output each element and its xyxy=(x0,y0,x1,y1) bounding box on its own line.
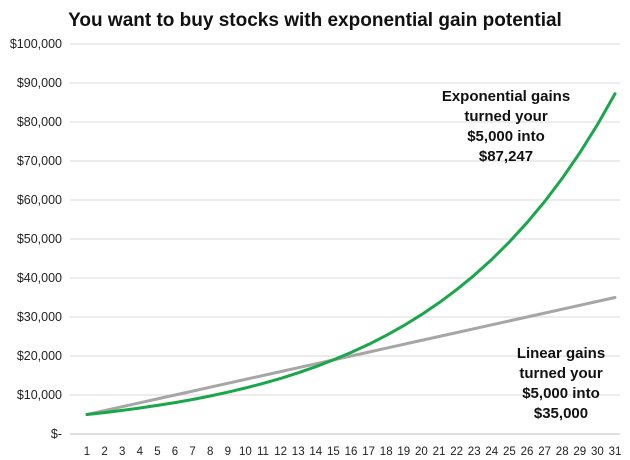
x-tick-label: 24 xyxy=(485,446,498,458)
annotation-line: Linear gains xyxy=(517,345,605,362)
annotation-line: $35,000 xyxy=(534,405,588,422)
x-tick-label: 17 xyxy=(362,446,375,458)
x-tick-label: 19 xyxy=(397,446,410,458)
x-tick-label: 3 xyxy=(119,446,125,458)
x-tick-label: 13 xyxy=(292,446,305,458)
y-axis-tick-labels: $- $10,000 $20,000 $30,000 $40,000 $50,000 $60… xyxy=(10,37,62,441)
x-tick-label: 31 xyxy=(609,446,622,458)
x-tick-label: 22 xyxy=(450,446,463,458)
x-tick-label: 25 xyxy=(503,446,516,458)
y-tick-label: $30,000 xyxy=(17,310,62,324)
x-tick-label: 7 xyxy=(189,446,195,458)
x-tick-label: 21 xyxy=(433,446,446,458)
y-tick-label: $10,000 xyxy=(17,388,62,402)
annotation-line: $5,000 into xyxy=(522,385,600,402)
y-tick-label: $20,000 xyxy=(17,349,62,363)
x-tick-label: 18 xyxy=(380,446,393,458)
y-tick-label: $60,000 xyxy=(17,193,62,207)
y-tick-label: $90,000 xyxy=(17,76,62,90)
x-tick-label: 27 xyxy=(538,446,551,458)
x-tick-label: 5 xyxy=(154,446,160,458)
y-tick-label: $50,000 xyxy=(17,232,62,246)
x-tick-label: 23 xyxy=(468,446,481,458)
y-tick-label: $80,000 xyxy=(17,115,62,129)
x-tick-label: 15 xyxy=(327,446,340,458)
x-tick-label: 28 xyxy=(556,446,569,458)
annotation-line: $5,000 into xyxy=(467,128,545,145)
annotation-line: turned your xyxy=(519,365,602,382)
annotations: Exponential gains turned your $5,000 into $… xyxy=(442,88,605,422)
x-tick-label: 2 xyxy=(101,446,107,458)
y-tick-label: $- xyxy=(51,427,62,441)
x-tick-label: 14 xyxy=(309,446,322,458)
y-tick-label: $40,000 xyxy=(17,271,62,285)
x-tick-label: 1 xyxy=(84,446,90,458)
x-tick-label: 29 xyxy=(573,446,586,458)
x-tick-label: 16 xyxy=(345,446,358,458)
y-tick-label: $70,000 xyxy=(17,154,62,168)
x-tick-label: 10 xyxy=(239,446,252,458)
series-lines xyxy=(85,92,617,416)
x-tick-label: 6 xyxy=(172,446,178,458)
annotation-line: $87,247 xyxy=(479,148,533,165)
x-tick-label: 20 xyxy=(415,446,428,458)
series-line-0 xyxy=(85,92,617,416)
x-axis-tick-labels: 1 2 3 4 5 6 7 8 9 10 11 12 13 14 15 16 17 18 19 20 21 22 23 24 2… xyxy=(84,446,622,458)
x-tick-label: 4 xyxy=(137,446,144,458)
chart-title: You want to buy stocks with exponential … xyxy=(68,10,562,31)
annotation-line: turned your xyxy=(464,108,547,125)
x-tick-label: 12 xyxy=(274,446,287,458)
series-line-1 xyxy=(85,296,617,416)
x-tick-label: 26 xyxy=(521,446,534,458)
annotation-line: Exponential gains xyxy=(442,88,570,105)
x-tick-label: 30 xyxy=(591,446,604,458)
x-tick-label: 8 xyxy=(207,446,213,458)
y-tick-label: $100,000 xyxy=(10,37,62,51)
x-tick-label: 11 xyxy=(257,446,269,458)
x-tick-label: 9 xyxy=(225,446,231,458)
gridlines xyxy=(70,43,620,435)
